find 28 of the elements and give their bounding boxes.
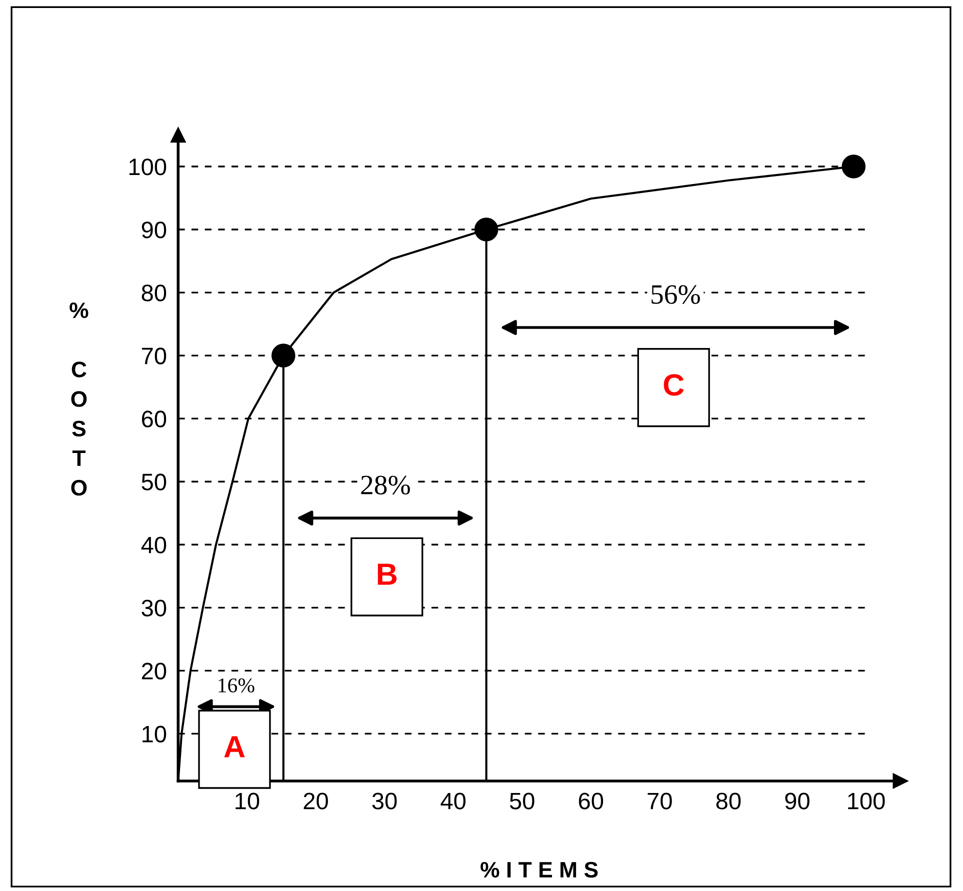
- x-tick-label: 70: [648, 792, 672, 810]
- y-tick-label: 90: [142, 222, 166, 238]
- x-tick-label: 40: [440, 792, 466, 810]
- x-tick-label: 80: [716, 792, 741, 810]
- x-tick-label: 60: [578, 792, 604, 810]
- x-tick-label: 50: [510, 792, 534, 810]
- annotation: 56%: [652, 285, 700, 304]
- annotation: B: [378, 564, 397, 585]
- annotation: A: [224, 736, 245, 758]
- x-tick-label: 90: [785, 792, 810, 810]
- y-tick-label: 80: [142, 284, 166, 302]
- text: % COSTO: [70, 302, 88, 496]
- y-tick-label: 30: [142, 600, 166, 616]
- x-tick-label: 20: [304, 792, 328, 810]
- y-tick-label: 50: [142, 474, 166, 490]
- annotation: 16%: [218, 678, 254, 693]
- y-tick-label: 10: [142, 726, 166, 742]
- y-tick-label: 20: [142, 662, 166, 680]
- y-tick-label: 40: [141, 536, 166, 554]
- x-tick-label: 30: [372, 792, 397, 810]
- annotation: 28%: [361, 476, 410, 495]
- x-tick-label: 10: [236, 792, 260, 810]
- y-tick-label: 100: [129, 158, 166, 176]
- y-tick-label: 70: [142, 348, 166, 364]
- y-tick-label: 60: [142, 410, 166, 428]
- x-axis-title: % I T E M S: [480, 862, 598, 878]
- x-tick-label: 100: [848, 792, 885, 810]
- annotation: C: [664, 374, 684, 396]
